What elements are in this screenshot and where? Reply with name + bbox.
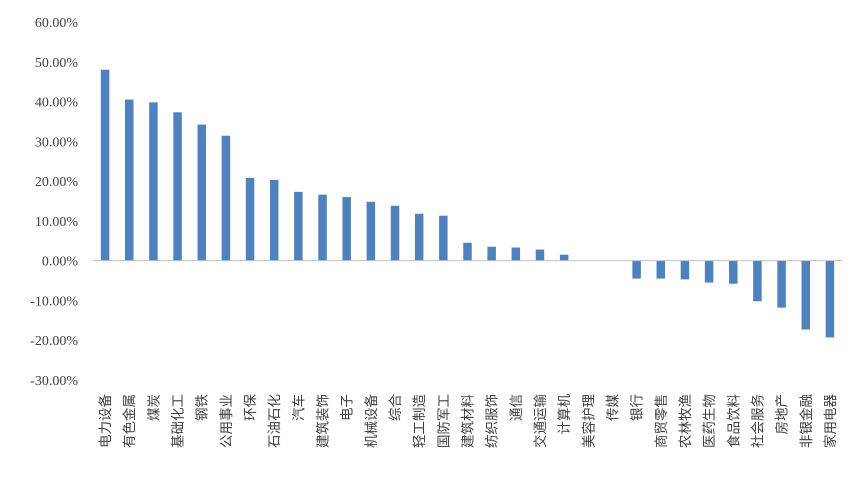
category-label: 建筑装饰 bbox=[316, 394, 332, 448]
category-label: 建筑材料 bbox=[461, 394, 477, 448]
category-label: 基础化工 bbox=[170, 394, 187, 448]
category-label: 非银金融 bbox=[799, 394, 815, 448]
bar-建筑装饰 bbox=[318, 194, 327, 261]
category-label: 商贸零售 bbox=[654, 394, 670, 448]
bar-公用事业 bbox=[221, 135, 231, 261]
y-tick-label: -30.00% bbox=[30, 374, 78, 389]
category-label: 交通运输 bbox=[532, 394, 549, 448]
bar-纺织服饰 bbox=[487, 246, 496, 261]
category-label: 汽车 bbox=[290, 394, 307, 421]
category-label: 社会服务 bbox=[750, 394, 766, 448]
bar-房地产 bbox=[777, 260, 786, 308]
category-label: 石油石化 bbox=[267, 394, 283, 448]
bar-石油石化 bbox=[269, 179, 279, 261]
y-tick-label: -10.00% bbox=[30, 294, 78, 309]
y-tick-label: 30.00% bbox=[35, 135, 79, 150]
bar-交通运输 bbox=[535, 249, 545, 261]
category-label: 农林牧渔 bbox=[678, 394, 694, 448]
bar-有色金属 bbox=[124, 99, 134, 261]
bar-家用电器 bbox=[825, 260, 835, 338]
y-tick-label: 60.00% bbox=[35, 16, 79, 31]
category-label: 机械设备 bbox=[363, 394, 380, 448]
category-label: 传媒 bbox=[605, 394, 621, 421]
bar-计算机 bbox=[559, 254, 569, 261]
bar-环保 bbox=[245, 177, 255, 261]
y-tick-label: 10.00% bbox=[35, 215, 79, 230]
category-label: 钢铁 bbox=[195, 394, 211, 421]
bar-国防军工 bbox=[439, 215, 448, 261]
bar-农林牧渔 bbox=[680, 260, 690, 280]
bar-轻工制造 bbox=[414, 213, 424, 261]
bar-汽车 bbox=[294, 191, 303, 261]
category-label: 家用电器 bbox=[822, 394, 839, 448]
category-label: 国防军工 bbox=[436, 394, 452, 448]
category-label: 电子 bbox=[340, 394, 356, 421]
bar-银行 bbox=[632, 260, 641, 279]
category-label: 环保 bbox=[243, 394, 259, 421]
y-tick-label: 40.00% bbox=[35, 96, 79, 111]
category-label: 纺织服饰 bbox=[485, 394, 501, 448]
bar-医药生物 bbox=[704, 260, 714, 283]
category-label: 轻工制造 bbox=[412, 394, 428, 448]
category-label: 医药生物 bbox=[702, 394, 718, 448]
bar-综合 bbox=[390, 205, 400, 261]
category-labels: 电力设备 有色金属 煤炭 基础化工 钢铁 公用事业 环保 石油石化 汽车 建筑装饰 电子 机械设备 综合… bbox=[97, 394, 839, 448]
category-label: 银行 bbox=[630, 394, 646, 421]
category-label: 电力设备 bbox=[97, 394, 114, 448]
category-label: 计算机 bbox=[557, 394, 573, 435]
bar-食品饮料 bbox=[729, 260, 738, 284]
bar-建筑材料 bbox=[463, 242, 472, 261]
bar-煤炭 bbox=[149, 102, 158, 261]
y-tick-label: -20.00% bbox=[30, 334, 78, 349]
bar-商贸零售 bbox=[656, 260, 666, 279]
bar-基础化工 bbox=[173, 112, 182, 261]
category-label: 美容护理 bbox=[580, 394, 597, 448]
category-label: 公用事业 bbox=[219, 394, 235, 448]
category-label: 食品饮料 bbox=[725, 394, 742, 448]
y-tick-label: 20.00% bbox=[35, 175, 79, 190]
bar-机械设备 bbox=[366, 201, 376, 261]
bars bbox=[100, 69, 835, 338]
category-label: 煤炭 bbox=[146, 394, 162, 421]
category-label: 通信 bbox=[509, 394, 525, 421]
bar-社会服务 bbox=[753, 260, 762, 302]
bar-钢铁 bbox=[197, 124, 206, 261]
category-label: 房地产 bbox=[775, 394, 791, 435]
bar-通信 bbox=[511, 247, 521, 261]
y-axis-ticks: 60.00% 50.00% 40.00% 30.00% 20.00% 10.00% 0.00… bbox=[30, 16, 78, 389]
bar-电子 bbox=[342, 197, 351, 261]
bar-非银金融 bbox=[801, 260, 811, 330]
category-label: 有色金属 bbox=[121, 394, 138, 448]
y-tick-label: 0.00% bbox=[42, 255, 79, 270]
category-label: 综合 bbox=[388, 394, 404, 421]
y-tick-label: 50.00% bbox=[35, 56, 79, 71]
bar-电力设备 bbox=[100, 69, 110, 261]
